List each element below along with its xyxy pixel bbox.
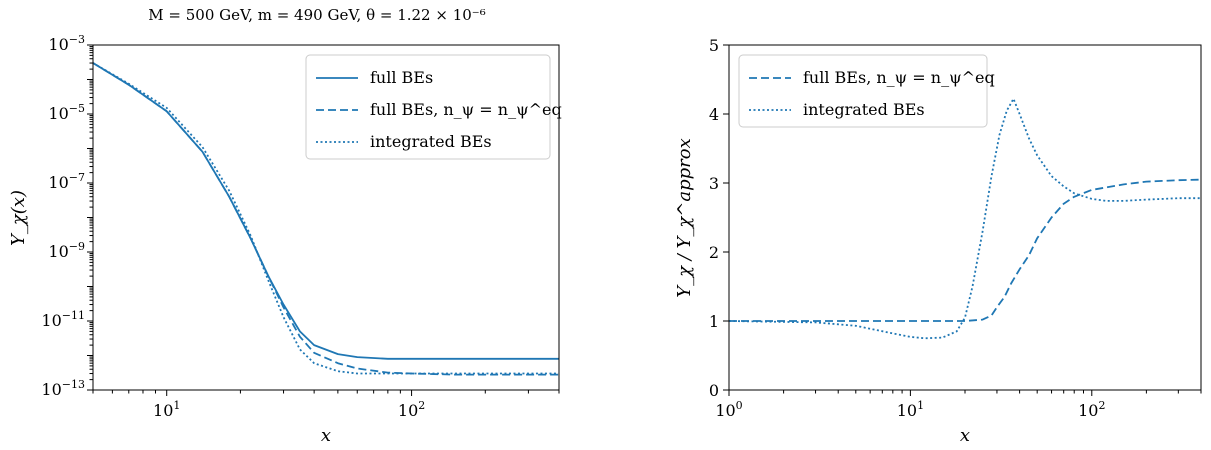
right-y-tick-label: 3 [709, 174, 719, 193]
right-legend: full BEs, n_ψ = n_ψ^eq integrated BEs [738, 54, 995, 128]
left-y-tick-label: 10−3 [48, 33, 85, 54]
left-y-ticks: 10−3 10−5 10−7 10−9 10−11 10−13 [41, 33, 93, 399]
right-series-dashed-line [729, 178, 1202, 322]
left-y-tick-label: 10−9 [48, 240, 85, 261]
right-x-tick-label: 102 [1078, 399, 1105, 420]
right-x-axis-label: x [960, 425, 970, 446]
left-x-axis-label: x [321, 425, 331, 446]
left-series-dashed-line [92, 62, 559, 376]
left-y-tick-label: 10−13 [41, 378, 85, 399]
left-legend-label: full BEs, n_ψ = n_ψ^eq [370, 100, 562, 119]
left-panel-title: M = 500 GeV, m = 490 GeV, θ = 1.22 × 10⁻… [148, 6, 485, 24]
right-y-tick-label: 2 [709, 243, 719, 262]
right-y-tick-label: 0 [709, 381, 719, 400]
right-y-tick-label: 5 [709, 36, 719, 55]
right-plot-area [728, 97, 1202, 340]
right-legend-label: integrated BEs [803, 100, 925, 119]
left-x-ticks: 101 102 [92, 390, 560, 420]
right-legend-box [738, 54, 988, 128]
right-panel: 100 101 102 0 1 2 3 4 5 x Y_χ / Y_χ^approx full… [674, 36, 1202, 446]
left-x-tick-label: 101 [153, 399, 180, 420]
left-y-tick-label: 10−5 [48, 102, 85, 123]
right-x-tick-label: 100 [715, 399, 742, 420]
left-y-tick-label: 10−11 [41, 309, 85, 330]
right-x-ticks: 100 101 102 [715, 390, 1202, 420]
left-panel: M = 500 GeV, m = 490 GeV, θ = 1.22 × 10⁻… [8, 6, 562, 446]
left-legend-label: full BEs [370, 68, 433, 87]
right-x-tick-label: 101 [897, 399, 924, 420]
right-y-tick-label: 1 [709, 312, 719, 331]
left-y-tick-label: 10−7 [48, 171, 85, 192]
right-y-tick-label: 4 [709, 105, 719, 124]
right-series-dotted-line [728, 97, 1201, 340]
right-y-ticks: 0 1 2 3 4 5 [709, 36, 729, 400]
left-legend: full BEs full BEs, n_ψ = n_ψ^eq integrated… [305, 54, 562, 160]
right-legend-label: full BEs, n_ψ = n_ψ^eq [803, 68, 995, 87]
right-y-axis-label: Y_χ / Y_χ^approx [674, 138, 695, 298]
left-legend-label: integrated BEs [370, 132, 492, 151]
left-x-tick-label: 102 [398, 399, 425, 420]
left-y-axis-label: Y_χ(x) [8, 190, 29, 246]
left-legend-box [305, 54, 551, 160]
left-plot-area [92, 62, 559, 376]
left-series-dotted-line [92, 62, 559, 375]
